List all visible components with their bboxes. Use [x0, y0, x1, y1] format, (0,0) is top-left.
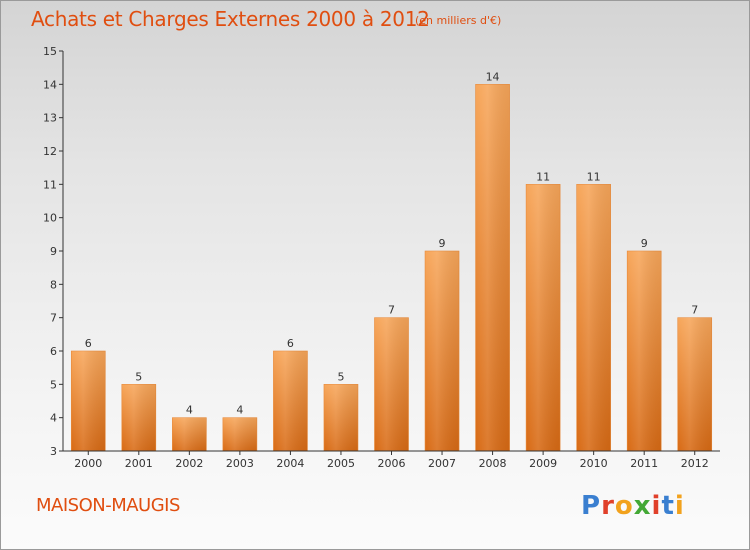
y-tick-label: 7: [50, 312, 57, 325]
bar-shine-2011: [627, 251, 662, 451]
logo-letter: P: [581, 491, 602, 521]
chart-subtitle: (en milliers d'€): [415, 14, 502, 27]
x-tick-label: 2001: [125, 457, 153, 470]
bar-value-label: 7: [691, 304, 698, 317]
bar-value-label: 7: [388, 304, 395, 317]
y-tick-label: 5: [50, 378, 57, 391]
x-tick-label: 2006: [378, 457, 406, 470]
bar-shine-2001: [121, 384, 156, 451]
logo-letter: x: [633, 491, 652, 521]
logo-letter: t: [661, 491, 675, 521]
x-tick-label: 2012: [681, 457, 709, 470]
bar-value-label: 14: [486, 70, 500, 83]
bar-value-label: 5: [135, 370, 142, 383]
bar-shine-2012: [677, 317, 712, 451]
bar-shine-2009: [526, 184, 561, 452]
y-tick-label: 15: [43, 45, 57, 58]
y-tick-label: 3: [50, 445, 57, 458]
bar-shine-2004: [273, 351, 308, 451]
bar-value-label: 4: [186, 404, 193, 417]
x-tick-label: 2007: [428, 457, 456, 470]
y-tick-label: 13: [43, 112, 57, 125]
y-tick-label: 8: [50, 278, 57, 291]
bar-shine-2003: [222, 417, 257, 451]
bar-shine-2005: [323, 384, 358, 451]
bar-value-label: 5: [337, 370, 344, 383]
logo-letter: o: [614, 491, 634, 521]
commune-name: MAISON-MAUGIS: [36, 495, 180, 516]
bar-value-label: 4: [236, 404, 243, 417]
x-tick-label: 2002: [175, 457, 203, 470]
x-tick-label: 2010: [580, 457, 608, 470]
y-axis: 3 4 5 6 7 8 9 10 11 12 13 14 15: [43, 45, 64, 458]
x-tick-label: 2011: [630, 457, 658, 470]
chart-title: Achats et Charges Externes 2000 à 2012: [31, 7, 430, 31]
y-tick-label: 9: [50, 245, 57, 258]
logo-letter: r: [601, 491, 615, 521]
y-tick-label: 12: [43, 145, 57, 158]
x-tick-label: 2005: [327, 457, 355, 470]
proxiti-logo: Proxiti: [581, 491, 685, 521]
y-tick-label: 10: [43, 212, 57, 225]
bar-value-label: 11: [587, 170, 601, 183]
bars: 6 5 4 4 6 5 7 9 14 11 11 9 7: [70, 70, 713, 452]
bar-shine-2007: [425, 251, 460, 451]
x-tick-label: 2003: [226, 457, 254, 470]
bar-value-label: 9: [439, 237, 446, 250]
x-axis: 2000 2001 2002 2003 2004 2005 2006 2007 2008 2009…: [63, 450, 720, 470]
x-tick-label: 2000: [74, 457, 102, 470]
bar-shine-2006: [374, 317, 409, 451]
bar-shine-2010: [576, 184, 611, 452]
bar-shine-2008: [475, 84, 510, 451]
x-tick-label: 2009: [529, 457, 557, 470]
bar-value-label: 11: [536, 170, 550, 183]
bar-value-label: 9: [641, 237, 648, 250]
y-tick-label: 6: [50, 345, 57, 358]
bar-shine-2002: [172, 417, 207, 451]
y-tick-label: 11: [43, 178, 57, 191]
bar-value-label: 6: [287, 337, 294, 350]
bar-shine-2000: [71, 351, 106, 451]
bar-value-label: 6: [85, 337, 92, 350]
y-tick-label: 14: [43, 78, 57, 91]
logo-letter: i: [651, 491, 662, 521]
y-tick-label: 4: [50, 412, 57, 425]
x-tick-label: 2004: [276, 457, 304, 470]
logo-letter: i: [674, 491, 685, 521]
x-tick-label: 2008: [479, 457, 507, 470]
